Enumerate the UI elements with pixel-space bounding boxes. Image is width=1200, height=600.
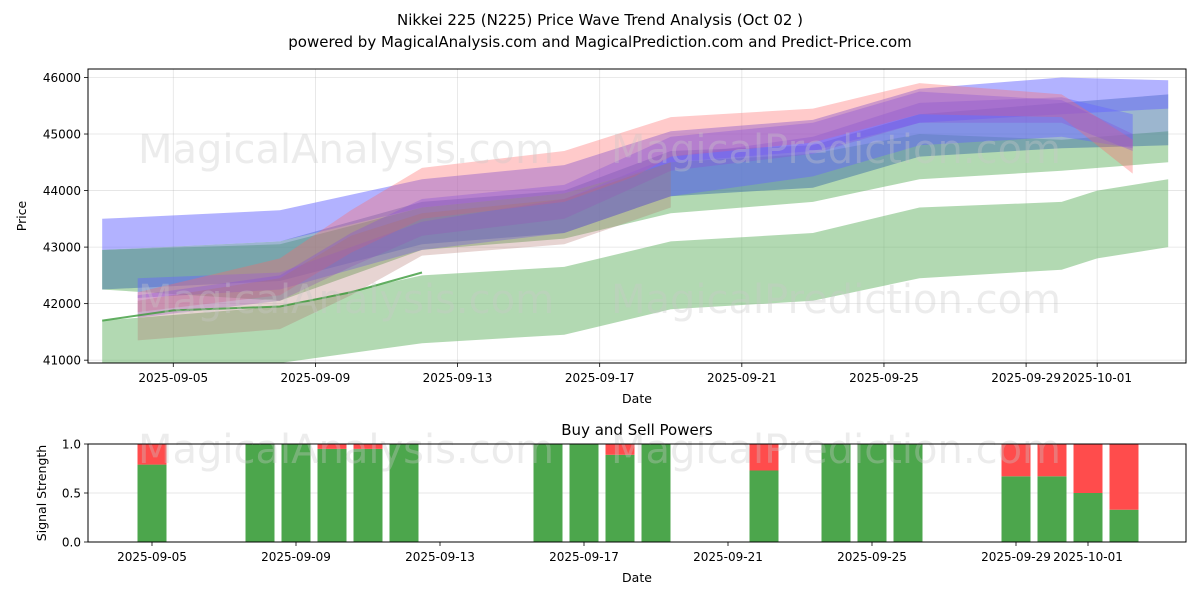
price-x-tick-label: 2025-10-01: [1062, 371, 1132, 385]
price-x-tick-label: 2025-09-25: [849, 371, 919, 385]
buy-bar: [533, 444, 563, 542]
buy-bar: [893, 444, 923, 542]
price-x-ticks: 2025-09-05 2025-09-09 2025-09-13 2025-09-17…: [138, 363, 1132, 385]
buy-sell-x-tick-label: 2025-09-25: [837, 550, 907, 564]
price-y-tick-label: 43000: [43, 241, 81, 255]
watermark-bottom-left: MagicalAnalysis.com: [138, 427, 554, 473]
buy-sell-y-axis-label: Signal Strength: [34, 445, 49, 541]
price-plot-frame: [87, 68, 1187, 364]
buy-sell-y-tick-label: 0.5: [62, 487, 81, 501]
buy-sell-title: Buy and Sell Powers: [561, 421, 713, 439]
buy-sell-y-tick-label: 1.0: [62, 438, 81, 452]
sell-bar: [137, 444, 167, 465]
price-y-ticks: 41000 42000 43000 44000 45000 46000: [43, 71, 88, 368]
price-y-tick-label: 45000: [43, 128, 81, 142]
buy-bar: [389, 444, 419, 542]
price-band-green-mid: [102, 131, 1169, 301]
price-band-red-upper: [137, 83, 1133, 313]
buy-sell-y-ticks: 0.0 0.5 1.0: [62, 438, 88, 550]
watermark-mid-right: MagicalPrediction.com: [611, 277, 1061, 323]
buy-bar: [641, 444, 671, 542]
price-x-tick-label: 2025-09-21: [707, 371, 777, 385]
chart-title: Nikkei 225 (N225) Price Wave Trend Analy…: [397, 11, 803, 29]
buy-sell-x-tick-label: 2025-10-01: [1053, 550, 1123, 564]
sell-bar: [1001, 444, 1031, 477]
buy-bar: [1073, 493, 1103, 542]
sell-bar: [749, 444, 779, 471]
chart-subtitle: powered by MagicalAnalysis.com and Magic…: [288, 33, 912, 51]
buy-bar: [353, 448, 383, 542]
watermark-bottom-right: MagicalPrediction.com: [611, 427, 1061, 473]
sell-bar: [1109, 444, 1139, 510]
price-lines: [102, 271, 423, 322]
sell-bar: [605, 444, 635, 455]
sell-bar: [317, 444, 347, 449]
buy-bar: [1001, 476, 1031, 542]
price-y-axis-label: Price: [14, 200, 29, 231]
buy-bar: [137, 464, 167, 542]
watermark-top-left: MagicalAnalysis.com: [138, 127, 554, 173]
price-x-tick-label: 2025-09-13: [423, 371, 493, 385]
buy-bar: [569, 444, 599, 542]
buy-sell-chart: Buy and Sell Powers MagicalAnalysis.com …: [34, 421, 1187, 585]
price-y-tick-label: 42000: [43, 297, 81, 311]
buy-bar: [605, 454, 635, 542]
buy-sell-y-tick-label: 0.0: [62, 536, 81, 550]
buy-bar: [1109, 509, 1139, 542]
price-band-brown-early: [137, 162, 671, 341]
sell-bar: [1073, 444, 1103, 493]
price-y-tick-label: 41000: [43, 354, 81, 368]
price-x-tick-label: 2025-09-09: [281, 371, 351, 385]
price-y-tick-label: 46000: [43, 71, 81, 85]
buy-bar: [245, 444, 275, 542]
buy-bar: [749, 470, 779, 542]
price-bands: [102, 77, 1169, 363]
sell-bar: [353, 444, 383, 449]
watermark-mid-left: MagicalAnalysis.com: [138, 277, 554, 323]
buy-bar: [857, 444, 887, 542]
buy-sell-x-tick-label: 2025-09-13: [405, 550, 475, 564]
buy-bar: [281, 444, 311, 542]
price-x-tick-label: 2025-09-17: [565, 371, 635, 385]
buy-sell-x-axis-label: Date: [622, 570, 652, 585]
price-band-blue-inner: [137, 97, 1133, 298]
buy-sell-x-tick-label: 2025-09-17: [549, 550, 619, 564]
price-band-green-low: [102, 179, 1169, 363]
buy-bar: [821, 444, 851, 542]
price-line-green-trend: [102, 271, 423, 322]
buy-sell-x-tick-label: 2025-09-21: [693, 550, 763, 564]
price-x-tick-label: 2025-09-29: [991, 371, 1061, 385]
price-band-steel-main: [102, 94, 1169, 290]
buy-sell-x-tick-label: 2025-09-29: [981, 550, 1051, 564]
buy-bar: [1037, 476, 1067, 542]
buy-sell-x-tick-label: 2025-09-09: [261, 550, 331, 564]
price-x-axis-label: Date: [622, 391, 652, 406]
buy-bar: [317, 448, 347, 542]
buy-sell-bars: [137, 444, 1139, 542]
price-chart: MagicalAnalysis.com MagicalPrediction.co…: [14, 68, 1187, 406]
watermark-top-right: MagicalPrediction.com: [611, 127, 1061, 173]
price-band-blue-wide: [102, 77, 1169, 250]
price-band-purple-core: [137, 91, 1133, 318]
sell-bar: [1037, 444, 1067, 477]
buy-sell-x-ticks: 2025-09-05 2025-09-09 2025-09-13 2025-09-17…: [117, 542, 1123, 564]
price-y-tick-label: 44000: [43, 184, 81, 198]
buy-sell-x-tick-label: 2025-09-05: [117, 550, 187, 564]
price-x-tick-label: 2025-09-05: [138, 371, 208, 385]
